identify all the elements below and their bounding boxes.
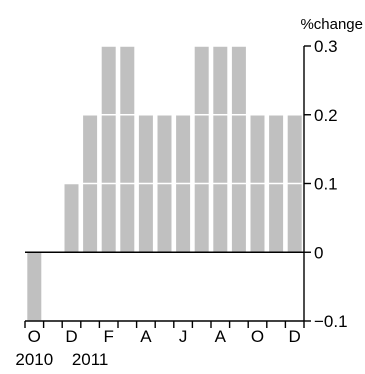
y-tick-label: 0.1 xyxy=(314,175,338,194)
x-tick-label: O xyxy=(251,327,264,346)
y-tick-label: −0.1 xyxy=(314,312,348,331)
x-tick-label: A xyxy=(140,327,152,346)
x-year-label: 2010 xyxy=(15,350,53,369)
x-tick-label: J xyxy=(179,327,188,346)
x-tick-label: F xyxy=(104,327,114,346)
x-tick-label: D xyxy=(289,327,301,346)
y-tick-label: 0 xyxy=(314,243,323,262)
gridlines xyxy=(25,45,304,322)
x-tick-label: A xyxy=(215,327,227,346)
bar-mar-2011 xyxy=(120,46,135,253)
bar-aug-2011 xyxy=(213,46,228,253)
x-year-label: 2011 xyxy=(72,350,109,369)
y-ticks: −0.1 0 0.1 0.2 0.3 xyxy=(304,37,348,331)
y-tick-label: 0.3 xyxy=(314,37,338,56)
bar-oct-2010 xyxy=(27,252,42,321)
bar-dec-2010 xyxy=(64,183,79,253)
bar-jul-2011 xyxy=(194,46,209,253)
y-axis-unit-label: %change xyxy=(300,16,363,33)
bar-sep-2011 xyxy=(231,46,246,253)
x-tick-label: D xyxy=(65,327,77,346)
bar-feb-2011 xyxy=(101,46,116,253)
x-tick-label: O xyxy=(28,327,41,346)
x-ticks: O D F A J A O D 2010 2011 xyxy=(15,321,305,369)
y-tick-label: 0.2 xyxy=(314,106,338,125)
